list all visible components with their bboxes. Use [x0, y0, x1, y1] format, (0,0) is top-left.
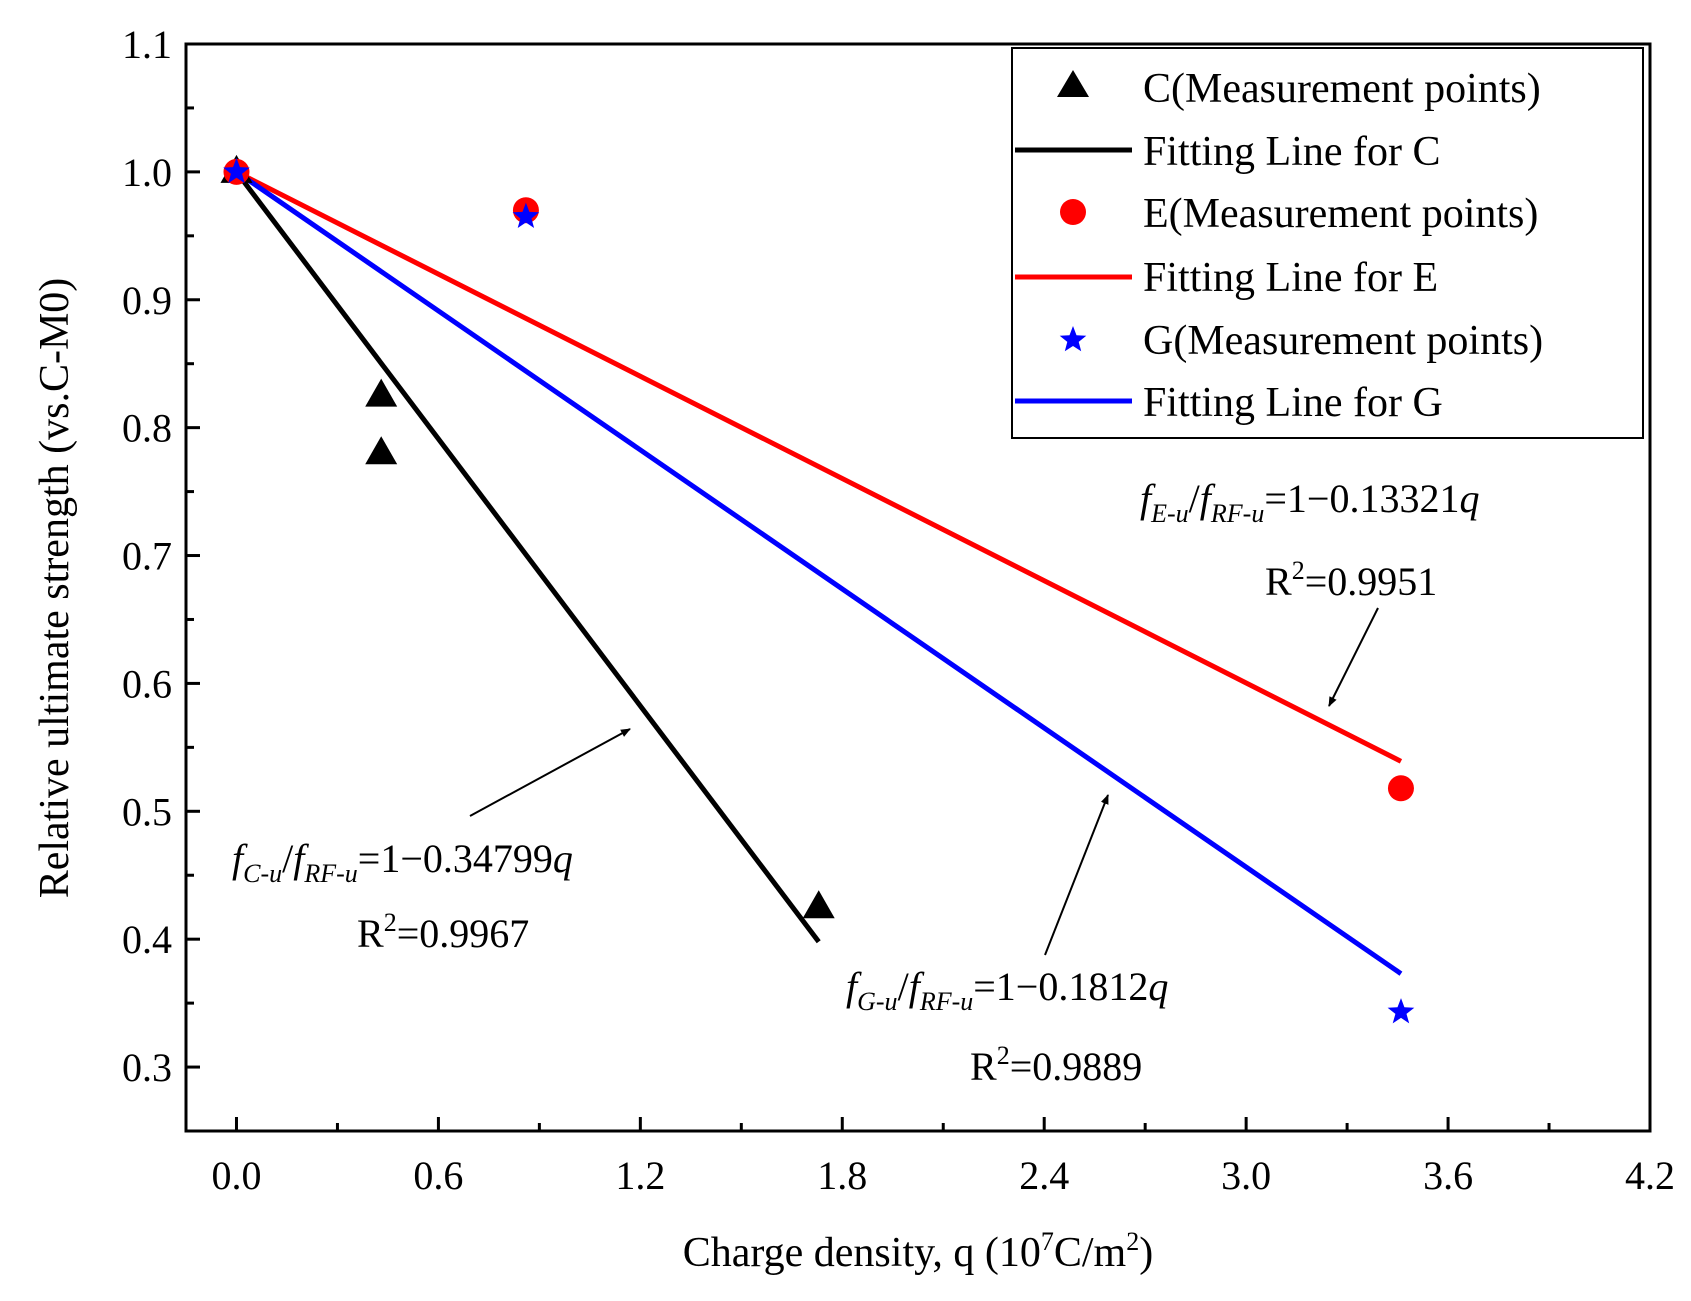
legend-label-c-fit: Fitting Line for C [1143, 129, 1441, 175]
annotation-g: fG-u/fRF-u=1−0.1812q R2=0.9889 [846, 794, 1168, 1089]
c-point [365, 378, 398, 407]
legend-label-c-points: C(Measurement points) [1143, 66, 1541, 112]
x-tick-label: 3.6 [1423, 1153, 1473, 1198]
x-tick-label: 1.2 [615, 1153, 665, 1198]
y-tick-label: 1.0 [122, 150, 172, 195]
legend-label-g-fit: Fitting Line for G [1143, 380, 1443, 426]
x-tick-label: 0.6 [413, 1153, 463, 1198]
legend-frame [1011, 47, 1644, 439]
y-tick-label: 0.9 [122, 278, 172, 323]
r2-c: R2=0.9967 [357, 908, 529, 956]
g-point [512, 202, 540, 228]
y-tick-label: 1.1 [122, 22, 172, 67]
x-tick-label: 4.2 [1625, 1153, 1675, 1198]
y-tick-label: 0.5 [122, 789, 172, 834]
measurement-points [220, 154, 1415, 1024]
g-point [1387, 998, 1415, 1024]
x-axis-ticks: 0.0 0.6 1.2 1.8 2.4 3.0 3.6 4.2 [211, 1117, 1675, 1198]
x-tick-label: 3.0 [1221, 1153, 1271, 1198]
legend: C(Measurement points) Fitting Line for C… [1011, 47, 1644, 439]
e-point [1387, 775, 1414, 802]
c-point [365, 436, 398, 465]
y-axis-ticks: 0.3 0.4 0.5 0.6 0.7 0.8 0.9 1.0 1.1 [122, 22, 200, 1090]
x-axis-title: Charge density, q (107C/m2) [683, 1227, 1153, 1276]
arrow-c [469, 728, 631, 817]
legend-label-e-fit: Fitting Line for E [1143, 255, 1438, 301]
fit-line-c [234, 170, 821, 944]
y-tick-label: 0.7 [122, 534, 172, 579]
arrow-e [1328, 607, 1379, 707]
g-point [223, 157, 250, 184]
legend-star-marker [1059, 326, 1087, 352]
r2-e: R2=0.9951 [1265, 556, 1437, 604]
c-point [802, 890, 835, 919]
y-tick-label: 0.4 [122, 917, 172, 962]
equation-c: fC-u/fRF-u=1−0.34799q [232, 836, 573, 888]
x-tick-label: 1.8 [817, 1153, 867, 1198]
equation-g: fG-u/fRF-u=1−0.1812q [846, 964, 1168, 1016]
legend-triangle-marker [1057, 70, 1089, 97]
arrow-g [1044, 794, 1109, 956]
y-tick-label: 0.3 [122, 1045, 172, 1090]
equation-e: fE-u/fRF-u=1−0.13321q [1140, 476, 1479, 528]
legend-label-e-points: E(Measurement points) [1143, 191, 1538, 237]
x-tick-label: 0.0 [211, 1153, 261, 1198]
plot-frame [184, 42, 1652, 1133]
y-tick-label: 0.6 [122, 661, 172, 706]
y-tick-label: 0.8 [122, 406, 172, 451]
legend-circle-marker [1060, 199, 1086, 225]
fit-line-e [235, 169, 1403, 764]
legend-label-g-points: G(Measurement points) [1143, 318, 1543, 364]
r2-g: R2=0.9889 [970, 1041, 1142, 1089]
annotation-c: fC-u/fRF-u=1−0.34799q R2=0.9967 [232, 728, 631, 956]
annotation-e: fE-u/fRF-u=1−0.13321q R2=0.9951 [1140, 476, 1479, 707]
fit-line-g [235, 169, 1403, 976]
y-axis-title: Relative ultimate strength (vs.C-M0) [32, 278, 78, 899]
fitting-lines [234, 169, 1403, 976]
x-tick-label: 2.4 [1019, 1153, 1069, 1198]
